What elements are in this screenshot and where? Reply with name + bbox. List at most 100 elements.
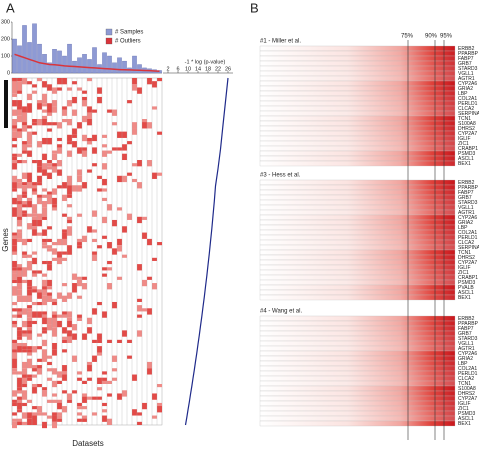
heatmap-cell: [52, 301, 57, 306]
gradient-row: [259, 105, 456, 112]
heatmap-cell: [107, 380, 112, 384]
heatmap-cell: [137, 421, 142, 425]
heatmap-cell: [152, 106, 157, 110]
heatmap-cell: [12, 182, 17, 189]
heatmap-cell: [27, 260, 32, 268]
gradient-row: [259, 85, 456, 92]
heatmap-cell: [137, 264, 142, 271]
heatmap-cell: [12, 399, 17, 403]
heatmap-cell: [117, 276, 122, 280]
heatmap-cell: [57, 415, 62, 419]
heatmap-cell: [77, 279, 82, 287]
heatmap-cell: [112, 248, 117, 255]
heatmap-cell: [22, 213, 27, 217]
heatmap-cell: [92, 147, 97, 154]
heatmap-cell: [12, 289, 17, 296]
heatmap-cell: [17, 314, 22, 318]
heatmap-cell: [22, 238, 27, 246]
heatmap-cell: [52, 320, 57, 328]
heatmap-cell: [102, 273, 107, 277]
heatmap-cell: [32, 257, 37, 265]
heatmap-cell: [72, 81, 77, 85]
heatmap-cell: [32, 188, 37, 192]
heatmap-cell: [52, 399, 57, 403]
gradient-row: [259, 135, 456, 142]
heatmap-cell: [82, 115, 87, 123]
heatmap-cell: [42, 390, 47, 397]
gradient-row: [259, 259, 456, 266]
heatmap-cell: [12, 238, 17, 246]
y-tick-label: 200: [1, 36, 10, 42]
heatmap-cell: [92, 254, 97, 261]
heatmap-cell: [67, 399, 72, 403]
gene-label: PERLD1: [458, 371, 478, 377]
heatmap-cell: [102, 178, 107, 186]
heatmap-cell: [17, 182, 22, 189]
heatmap-cell: [47, 399, 52, 403]
gene-label: ZIC1: [458, 141, 469, 147]
heatmap-cell: [47, 415, 52, 419]
heatmap-cell: [117, 207, 122, 211]
gene-label: CRABP1: [458, 146, 478, 152]
heatmap-cell: [97, 336, 102, 340]
heatmap-cell: [17, 402, 22, 410]
gradient-row: [259, 150, 456, 157]
heatmap-cell: [52, 257, 57, 261]
heatmap-cell: [27, 292, 32, 296]
gene-label: SERPINA6: [458, 245, 479, 251]
gene-label: SERPINA6: [458, 111, 479, 117]
gene-label: PSMD3: [458, 411, 475, 417]
heatmap-cell: [27, 286, 32, 290]
heatmap-cell: [42, 311, 47, 315]
heatmap-cell: [42, 339, 47, 347]
heatmap-cell: [67, 150, 72, 157]
heatmap-cell: [117, 131, 122, 138]
heatmap-cell: [12, 78, 17, 85]
heatmap-cell: [92, 109, 97, 113]
gradient-row: [259, 415, 456, 422]
gradient-row: [259, 325, 456, 332]
gene-label: GRB7: [458, 195, 472, 201]
heatmap-cell: [47, 295, 52, 302]
heatmap-cell: [37, 368, 42, 375]
legend-label: # Outliers: [115, 39, 141, 45]
heatmap-cell: [127, 172, 132, 176]
heatmap-cell: [42, 273, 47, 277]
heatmap-cell: [137, 330, 142, 337]
heatmap-cell: [22, 112, 27, 120]
gene-label: ZIC1: [458, 270, 469, 276]
heatmap-cell: [17, 78, 22, 82]
heatmap-cell: [52, 197, 57, 205]
heatmap-cell: [22, 368, 27, 375]
heatmap-cell: [37, 311, 42, 318]
gene-label: ZIC1: [458, 406, 469, 412]
gene-label: PPARBP: [458, 51, 479, 57]
gene-label: AGTR1: [458, 210, 475, 216]
gradient-row: [259, 294, 456, 301]
heatmap-cell: [122, 390, 127, 397]
heatmap-cell: [42, 137, 47, 145]
x-tick-label: 14: [195, 66, 201, 72]
gene-label: COL2A1: [458, 230, 477, 236]
heatmap-cell: [97, 352, 102, 356]
heatmap-cell: [32, 251, 37, 255]
heatmap-cell: [57, 87, 62, 91]
heatmap-cell: [52, 242, 57, 246]
heatmap-cell: [92, 396, 97, 400]
heatmap-cell: [27, 418, 32, 425]
heatmap-cell: [22, 342, 27, 347]
heatmap-cell: [72, 141, 77, 148]
heatmap-cell: [52, 207, 57, 211]
heatmap-cell: [92, 308, 97, 315]
gene-label: ERBB2: [458, 316, 475, 322]
heatmap-cell: [37, 292, 42, 299]
heatmap-cell: [132, 84, 137, 91]
gene-label: BEX1: [458, 295, 471, 301]
heatmap-cell: [32, 160, 37, 164]
legend-swatch: [105, 37, 113, 45]
heatmap-cell: [137, 87, 142, 94]
heatmap-cell: [22, 122, 27, 126]
gradient-row: [259, 45, 456, 52]
x-tick-label: 26: [225, 66, 231, 72]
heatmap-cell: [17, 333, 22, 337]
